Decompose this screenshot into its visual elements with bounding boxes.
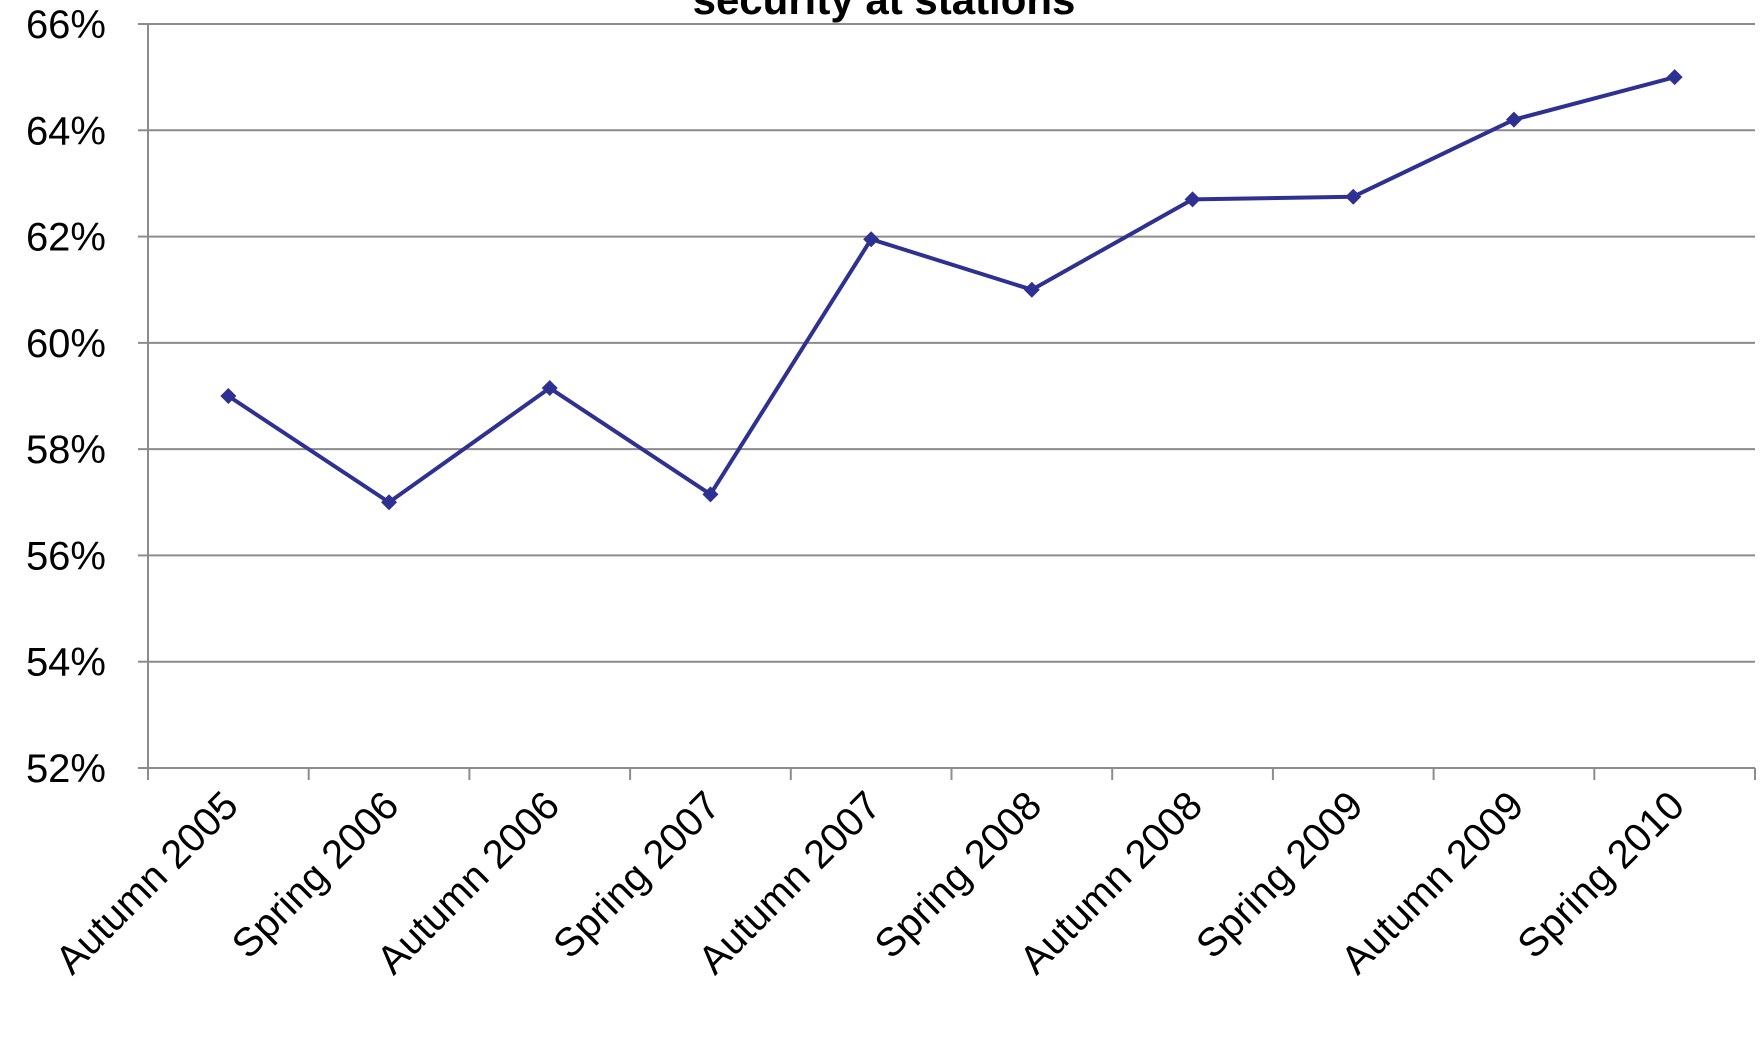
data-point-marker [702, 486, 719, 503]
axes [138, 23, 1756, 780]
y-tick-label: 66% [26, 3, 106, 47]
data-point-marker [863, 231, 880, 248]
x-tick-label: Autumn 2005 [47, 783, 246, 982]
data-point-marker [1666, 69, 1683, 86]
data-point-marker [541, 380, 558, 397]
data-point-marker [381, 494, 398, 511]
x-tick-label: Spring 2010 [1509, 783, 1693, 967]
y-tick-label: 62% [26, 216, 106, 260]
data-point-marker [1184, 191, 1201, 208]
y-tick-label: 52% [26, 747, 106, 791]
y-tick-label: 56% [26, 534, 106, 578]
data-point-marker [1345, 188, 1362, 205]
y-axis-tick-labels: 52% 54% 56% 58% 60% 62% 64% 66% [26, 3, 106, 791]
y-tick-label: 58% [26, 428, 106, 472]
y-tick-label: 64% [26, 109, 106, 153]
data-point-marker [220, 388, 237, 404]
series-layer [220, 69, 1683, 511]
data-point-marker [1023, 281, 1040, 298]
y-tick-label: 54% [26, 641, 106, 685]
grid-lines [148, 23, 1755, 663]
chart-title: security at stations [693, 0, 1076, 23]
data-point-marker [1505, 111, 1522, 128]
y-tick-label: 60% [26, 322, 106, 366]
series-line [227, 75, 1676, 505]
